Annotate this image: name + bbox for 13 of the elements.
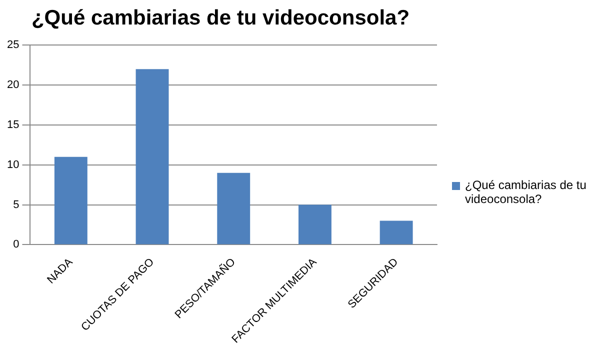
y-tick-label: 25 xyxy=(6,39,20,52)
y-tick-label: 0 xyxy=(13,238,20,251)
legend-label: ¿Qué cambiarias de tu videoconsola? xyxy=(465,178,588,206)
bar xyxy=(136,69,169,244)
bar xyxy=(298,204,332,244)
y-tick-label: 20 xyxy=(6,79,20,92)
bar xyxy=(380,220,413,244)
bar xyxy=(54,156,88,244)
y-tick-label: 15 xyxy=(6,119,20,132)
y-tick-label: 10 xyxy=(6,158,20,171)
bar xyxy=(217,172,250,244)
y-tick-label: 5 xyxy=(13,198,20,211)
chart-title: ¿Qué cambiarias de tu videoconsola? xyxy=(31,6,410,30)
